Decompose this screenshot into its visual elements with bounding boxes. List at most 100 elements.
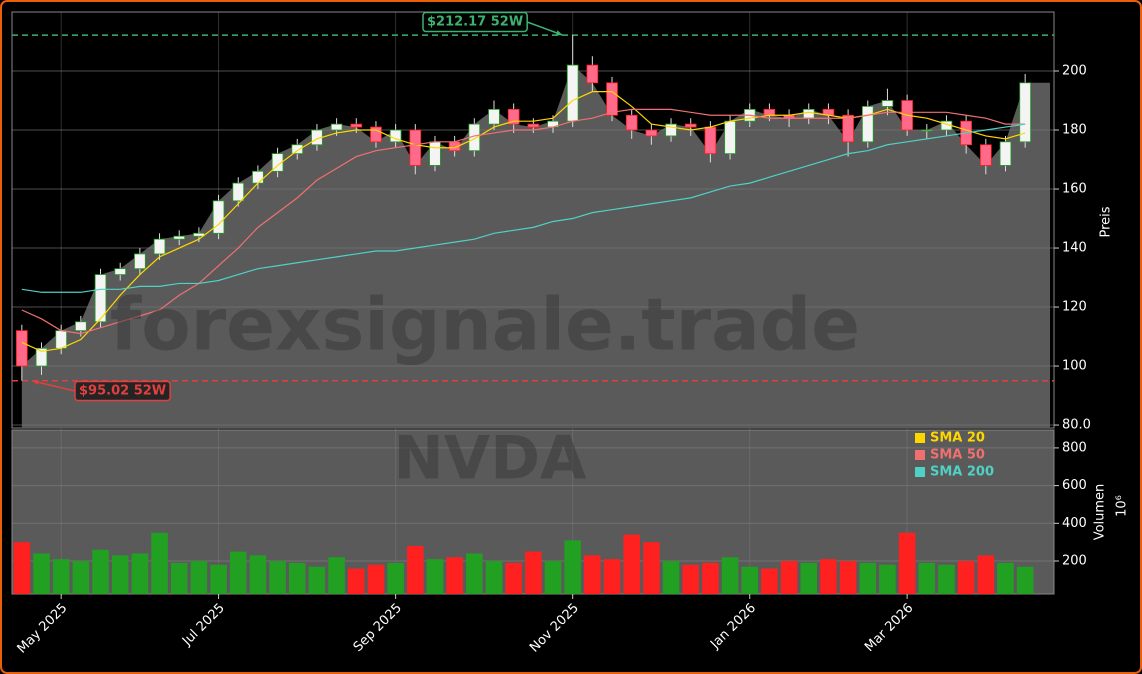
- volume-bar: [859, 562, 877, 594]
- volume-tick-label: 400: [1062, 516, 1087, 531]
- candle-body: [763, 108, 776, 116]
- volume-bar: [584, 555, 601, 594]
- volume-bar: [702, 562, 719, 594]
- volume-bar: [446, 557, 463, 594]
- volume-bar: [229, 551, 247, 594]
- annotation-label: $212.17 52W: [427, 15, 523, 30]
- candle-body: [980, 144, 992, 166]
- candle-body: [527, 123, 540, 128]
- volume-bar: [367, 564, 385, 594]
- candle-body: [212, 200, 225, 234]
- annotation-label: $95.02 52W: [79, 384, 166, 399]
- candle-body: [507, 108, 520, 125]
- candle-body: [488, 108, 500, 125]
- symbol-watermark: NVDA: [394, 424, 587, 494]
- volume-bar: [977, 555, 995, 594]
- sma-line: [21, 123, 1026, 293]
- volume-bar: [151, 532, 168, 594]
- volume-bar: [1016, 566, 1034, 594]
- candle-body: [586, 64, 599, 84]
- annotation-arrow: [31, 380, 76, 392]
- volume-bar: [761, 568, 778, 594]
- candle-body: [94, 274, 107, 323]
- candle-body: [291, 144, 304, 155]
- candle-body: [370, 126, 382, 143]
- candle-body: [429, 141, 441, 166]
- candle-body: [55, 330, 67, 349]
- legend-swatch: [915, 467, 925, 477]
- candle-body: [684, 123, 697, 128]
- legend-swatch: [915, 450, 925, 460]
- candle-body: [134, 253, 146, 270]
- volume-bar: [387, 562, 404, 594]
- candle-body: [173, 235, 186, 240]
- volume-bar: [72, 561, 90, 594]
- arrow-head: [31, 379, 39, 385]
- y-tick-label: 80.0: [1062, 418, 1091, 433]
- volume-bar: [643, 542, 660, 594]
- candle-body: [606, 82, 618, 116]
- candle-body: [920, 129, 933, 132]
- y-tick-label: 200: [1062, 64, 1087, 79]
- volume-bar: [800, 562, 818, 594]
- volume-bar: [485, 561, 503, 594]
- volume-bar: [210, 564, 227, 594]
- volume-axis-label: Volumen: [1093, 484, 1108, 541]
- volume-bar: [780, 561, 798, 594]
- volume-bar: [33, 553, 50, 594]
- volume-bar: [190, 561, 208, 594]
- volume-bar: [820, 559, 837, 594]
- volume-bar: [741, 566, 759, 594]
- candle-body: [999, 141, 1012, 166]
- annotation: $95.02 52W: [31, 379, 171, 402]
- candle-body: [252, 170, 264, 184]
- volume-bar: [170, 562, 188, 594]
- y-tick-label: 140: [1062, 241, 1087, 256]
- candle-body: [625, 114, 638, 131]
- annotation: $212.17 52W: [422, 11, 563, 36]
- arrow-head: [555, 30, 563, 36]
- volume-bar: [328, 557, 345, 594]
- volume-bar: [288, 562, 306, 594]
- candle-body: [271, 153, 284, 172]
- candle-body: [665, 123, 677, 137]
- candle-body: [1019, 82, 1031, 143]
- volume-bar: [525, 551, 542, 594]
- volume-bar: [721, 557, 739, 594]
- volume-bar: [505, 562, 522, 594]
- y-tick-label: 120: [1062, 300, 1087, 315]
- volume-bar: [564, 540, 581, 594]
- candle-body: [232, 182, 245, 202]
- volume-bar: [308, 566, 326, 594]
- volume-bar: [662, 561, 680, 594]
- volume-tick-label: 600: [1062, 478, 1087, 493]
- volume-bar: [348, 568, 365, 594]
- watermark: forexsignale.trade: [110, 283, 860, 367]
- volume-bar: [466, 553, 483, 594]
- candle-body: [861, 106, 874, 143]
- candle-body: [566, 64, 579, 122]
- candle-body: [114, 268, 127, 275]
- legend-label: SMA 50: [930, 448, 985, 463]
- candle-body: [704, 126, 717, 155]
- candle-body: [16, 330, 28, 367]
- y-axis-label: Preis: [1099, 206, 1114, 237]
- volume-bar: [957, 561, 975, 594]
- volume-tick-label: 800: [1062, 440, 1087, 455]
- volume-bar: [839, 561, 857, 594]
- legend-swatch: [915, 433, 925, 443]
- volume-bar: [682, 564, 699, 594]
- volume-bar: [52, 559, 70, 594]
- legend-label: SMA 200: [930, 465, 994, 480]
- volume-bar: [544, 561, 562, 594]
- y-tick-label: 100: [1062, 359, 1087, 374]
- candle-body: [35, 347, 48, 367]
- candle-body: [802, 108, 815, 119]
- volume-bar: [13, 542, 31, 594]
- volume-bar: [623, 534, 640, 594]
- candle-body: [330, 123, 343, 131]
- y-tick-label: 160: [1062, 182, 1087, 197]
- volume-bar: [898, 532, 916, 594]
- candle-body: [842, 114, 854, 143]
